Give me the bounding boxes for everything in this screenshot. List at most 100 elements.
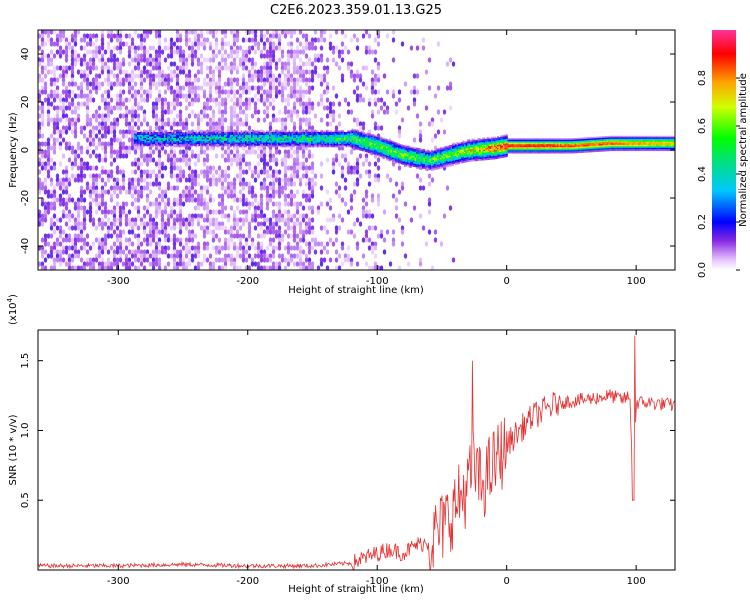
noise-cell	[232, 105, 237, 111]
noise-cell	[55, 117, 60, 123]
noise-cell	[38, 77, 42, 83]
noise-cell	[187, 257, 192, 263]
noise-cell	[67, 177, 72, 183]
noise-cell	[352, 89, 357, 95]
noise-cell	[118, 205, 123, 211]
noise-cell	[154, 245, 159, 251]
noise-cell	[145, 205, 150, 211]
noise-cell	[370, 197, 375, 203]
noise-cell	[415, 173, 420, 179]
noise-cell	[310, 193, 315, 199]
noise-cell	[112, 217, 117, 223]
noise-cell	[160, 249, 165, 255]
noise-cell	[40, 261, 45, 267]
noise-cell	[130, 169, 135, 175]
noise-cell	[73, 161, 78, 167]
noise-cell	[214, 245, 219, 251]
noise-cell	[79, 245, 84, 251]
noise-cell	[151, 73, 156, 79]
noise-cell	[46, 105, 51, 111]
noise-cell	[286, 181, 291, 187]
noise-cell	[145, 169, 150, 175]
noise-cell	[178, 57, 183, 63]
noise-cell	[88, 69, 93, 75]
noise-cell	[274, 33, 279, 39]
noise-cell	[100, 53, 105, 59]
noise-cell	[448, 205, 453, 211]
noise-cell	[169, 173, 174, 179]
noise-cell	[52, 81, 57, 87]
noise-cell	[184, 37, 189, 43]
noise-cell	[115, 101, 120, 107]
noise-cell	[187, 101, 192, 107]
noise-cell	[166, 121, 171, 127]
noise-cell	[214, 225, 219, 231]
noise-cell	[73, 265, 78, 270]
noise-cell	[38, 61, 42, 67]
noise-cell	[172, 237, 177, 243]
noise-cell	[52, 93, 57, 99]
noise-cell	[229, 253, 234, 259]
noise-cell	[40, 201, 45, 207]
noise-cell	[187, 197, 192, 203]
noise-cell	[220, 97, 225, 103]
noise-cell	[187, 189, 192, 195]
noise-cell	[136, 245, 141, 251]
noise-cell	[148, 213, 153, 219]
noise-cell	[82, 33, 87, 39]
noise-cell	[64, 57, 69, 63]
noise-cell	[85, 105, 90, 111]
noise-cell	[109, 197, 114, 203]
noise-cell	[274, 221, 279, 227]
noise-cell	[232, 233, 237, 239]
noise-cell	[295, 261, 300, 267]
noise-cell	[361, 97, 366, 103]
noise-cell	[187, 69, 192, 75]
noise-cell	[124, 73, 129, 79]
noise-cell	[232, 209, 237, 215]
noise-cell	[97, 85, 102, 91]
noise-cell	[70, 225, 75, 231]
noise-cell	[61, 129, 66, 135]
noise-cell	[79, 125, 84, 131]
noise-cell	[91, 33, 96, 39]
noise-cell	[127, 241, 132, 247]
noise-cell	[106, 109, 111, 115]
noise-cell	[94, 109, 99, 115]
noise-cell	[103, 49, 108, 55]
noise-cell	[220, 185, 225, 191]
noise-cell	[238, 237, 243, 243]
noise-cell	[148, 93, 153, 99]
noise-cell	[331, 57, 336, 63]
noise-cell	[142, 33, 147, 39]
noise-cell	[67, 197, 72, 203]
noise-cell	[289, 117, 294, 123]
noise-cell	[298, 49, 303, 55]
noise-cell	[199, 61, 204, 67]
noise-cell	[250, 77, 255, 83]
noise-cell	[124, 189, 129, 195]
noise-cell	[325, 217, 330, 223]
noise-cell	[298, 165, 303, 171]
noise-cell	[214, 249, 219, 255]
noise-cell	[202, 57, 207, 63]
noise-cell	[40, 217, 45, 223]
noise-cell	[38, 113, 42, 119]
noise-cell	[250, 201, 255, 207]
noise-cell	[82, 221, 87, 227]
noise-cell	[127, 149, 132, 155]
noise-cell	[139, 121, 144, 127]
noise-cell	[112, 33, 117, 39]
noise-cell	[196, 253, 201, 259]
noise-cell	[112, 185, 117, 191]
noise-cell	[85, 77, 90, 83]
noise-cell	[193, 89, 198, 95]
noise-cell	[118, 185, 123, 191]
noise-cell	[271, 57, 276, 63]
noise-cell	[307, 153, 312, 159]
noise-cell	[193, 189, 198, 195]
noise-cell	[196, 249, 201, 255]
noise-cell	[166, 105, 171, 111]
noise-cell	[379, 233, 384, 239]
noise-cell	[64, 173, 69, 179]
